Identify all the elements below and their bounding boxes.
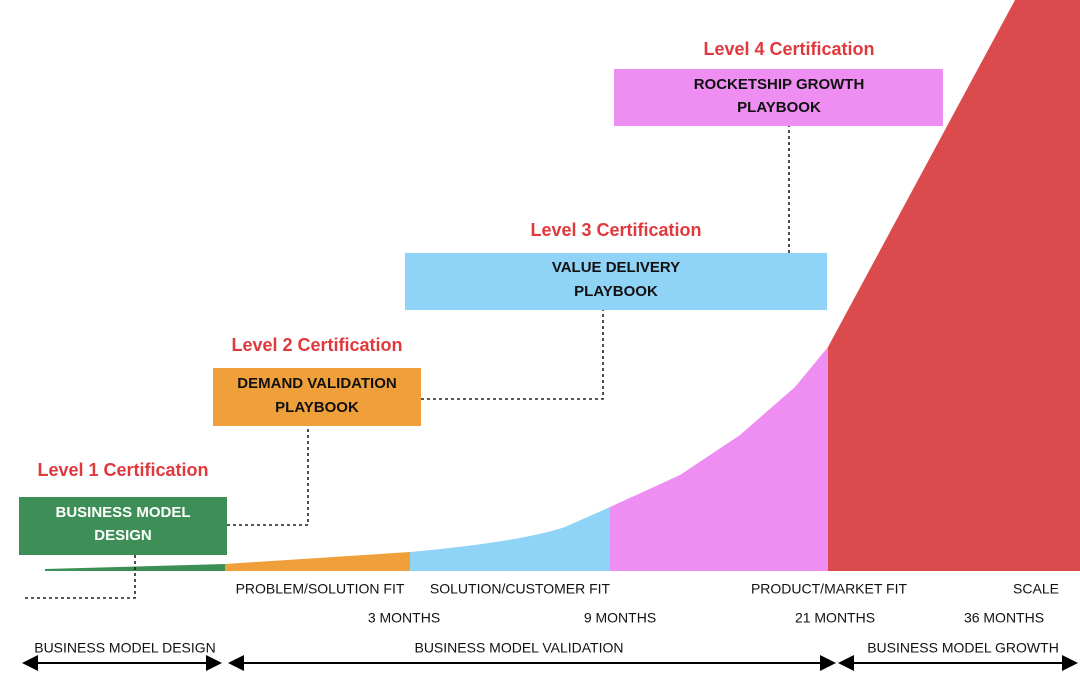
- playbook-box: [405, 253, 827, 310]
- curve-product-market: [610, 347, 828, 571]
- stage-label: PRODUCT/MARKET FIT: [751, 581, 908, 597]
- playbook-text: ROCKETSHIP GROWTH: [694, 76, 865, 93]
- stage-label: SCALE: [1013, 581, 1059, 597]
- playbook-box: [614, 69, 943, 126]
- playbook-text: PLAYBOOK: [737, 99, 821, 116]
- playbook-text: PLAYBOOK: [574, 283, 658, 300]
- curve-problem-solution: [225, 552, 410, 571]
- phase-label: BUSINESS MODEL GROWTH: [867, 640, 1059, 656]
- phase-label: BUSINESS MODEL VALIDATION: [414, 640, 623, 656]
- certification: Level 3 Certification: [530, 220, 701, 240]
- curve-scale: [828, 0, 1080, 571]
- duration-label: 9 MONTHS: [584, 610, 656, 626]
- duration-label: 21 MONTHS: [795, 610, 875, 626]
- connector: [25, 555, 136, 599]
- playbook-text: BUSINESS MODEL: [55, 504, 190, 521]
- playbook-box: [19, 497, 227, 555]
- playbook-text: DEMAND VALIDATION: [237, 375, 396, 392]
- duration-label: 3 MONTHS: [368, 610, 440, 626]
- playbook-box: [213, 368, 421, 426]
- stage-label: PROBLEM/SOLUTION FIT: [236, 581, 405, 597]
- playbook-text: VALUE DELIVERY: [552, 259, 680, 276]
- certification: Level 4 Certification: [703, 39, 874, 59]
- certification: Level 1 Certification: [37, 460, 208, 480]
- playbook-text: PLAYBOOK: [275, 399, 359, 416]
- connector: [421, 310, 604, 400]
- curve-solution-customer: [410, 507, 610, 571]
- playbook-text: DESIGN: [94, 527, 152, 544]
- connector: [227, 426, 309, 526]
- phase-label: BUSINESS MODEL DESIGN: [34, 640, 216, 656]
- certification: Level 2 Certification: [231, 335, 402, 355]
- duration-label: 36 MONTHS: [964, 610, 1044, 626]
- stage-label: SOLUTION/CUSTOMER FIT: [430, 581, 611, 597]
